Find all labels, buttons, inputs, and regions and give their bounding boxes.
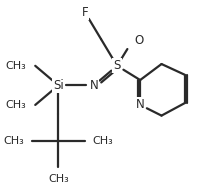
Text: CH₃: CH₃: [6, 61, 26, 71]
Text: Si: Si: [53, 79, 64, 92]
Text: CH₃: CH₃: [48, 174, 69, 184]
Text: CH₃: CH₃: [92, 135, 113, 145]
Text: S: S: [113, 59, 121, 72]
Text: N: N: [89, 79, 98, 92]
Text: CH₃: CH₃: [6, 100, 26, 110]
Text: F: F: [82, 6, 88, 19]
Text: O: O: [135, 34, 144, 47]
Text: CH₃: CH₃: [4, 135, 25, 145]
Text: N: N: [136, 98, 144, 111]
